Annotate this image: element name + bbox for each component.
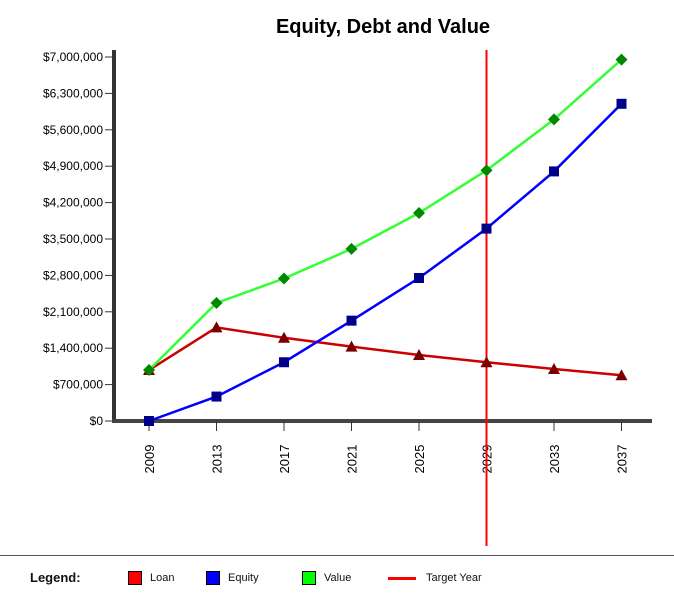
series-group <box>143 53 628 426</box>
value-line <box>148 58 623 371</box>
value-marker <box>345 242 358 255</box>
chart: Equity, Debt and Value $0 $700,000 $1,400,… <box>43 16 652 546</box>
value-marker <box>548 113 560 126</box>
value-marker <box>278 272 290 285</box>
value-marker <box>413 207 425 219</box>
value-marker <box>143 364 155 377</box>
loan-marker <box>278 331 290 343</box>
equity-marker <box>549 166 559 177</box>
value-marker <box>210 296 223 309</box>
loan-marker <box>210 321 223 333</box>
equity-swatch <box>206 571 220 585</box>
x-tick-label: 2013 <box>210 445 225 474</box>
x-tick-label: 2017 <box>277 445 292 474</box>
value-swatch <box>302 571 316 585</box>
x-tick-label: 2037 <box>615 445 630 474</box>
legend: Legend: Loan Equity Value Target Year <box>0 555 674 601</box>
loan-marker <box>345 340 358 352</box>
y-tick-label: $700,000 <box>53 378 103 392</box>
legend-item-equity: Equity <box>206 570 259 586</box>
loan-marker <box>615 369 628 381</box>
x-tick-label: 2021 <box>345 445 360 474</box>
value-marker <box>480 164 493 177</box>
equity-marker <box>144 416 154 426</box>
legend-title: Legend: <box>30 570 81 585</box>
y-tick-label: $3,500,000 <box>43 232 103 246</box>
equity-line <box>148 102 623 423</box>
equity-marker <box>481 223 492 234</box>
y-tick-label: $5,600,000 <box>43 123 103 137</box>
y-tick-label: $2,100,000 <box>43 305 103 319</box>
y-tick-label: $4,200,000 <box>43 196 103 210</box>
tick-labels: $0 $700,000 $1,400,000 $2,100,000 $2,800,000… <box>43 50 630 473</box>
legend-item-target-year: Target Year <box>388 570 482 586</box>
equity-marker <box>279 357 289 368</box>
x-tick-label: 2009 <box>142 445 157 474</box>
loan-marker <box>480 356 493 368</box>
legend-label-target-year: Target Year <box>426 572 482 584</box>
equity-marker <box>346 315 357 326</box>
legend-label-value: Value <box>324 572 352 584</box>
chart-title: Equity, Debt and Value <box>276 16 490 38</box>
loan-swatch <box>128 571 142 585</box>
target-year-line-swatch <box>388 576 416 580</box>
y-tick-label: $2,800,000 <box>43 268 103 282</box>
equity-marker <box>616 98 627 109</box>
x-tick-label: 2033 <box>547 445 562 474</box>
x-tick-label: 2025 <box>412 445 427 474</box>
value-marker <box>615 53 628 66</box>
y-tick-label: $1,400,000 <box>43 341 103 355</box>
axes <box>105 50 652 431</box>
equity-marker <box>414 273 424 283</box>
y-tick-label: $7,000,000 <box>43 50 103 64</box>
loan-line <box>148 326 622 377</box>
loan-marker <box>548 363 560 374</box>
y-tick-label: $4,900,000 <box>43 159 103 173</box>
legend-label-loan: Loan <box>150 572 175 584</box>
loan-marker <box>413 348 425 360</box>
legend-item-value: Value <box>302 570 351 586</box>
equity-marker <box>211 391 222 402</box>
y-tick-label: $0 <box>90 414 104 428</box>
legend-label-equity: Equity <box>228 572 259 584</box>
legend-item-loan: Loan <box>128 570 174 586</box>
y-tick-label: $6,300,000 <box>43 86 103 100</box>
